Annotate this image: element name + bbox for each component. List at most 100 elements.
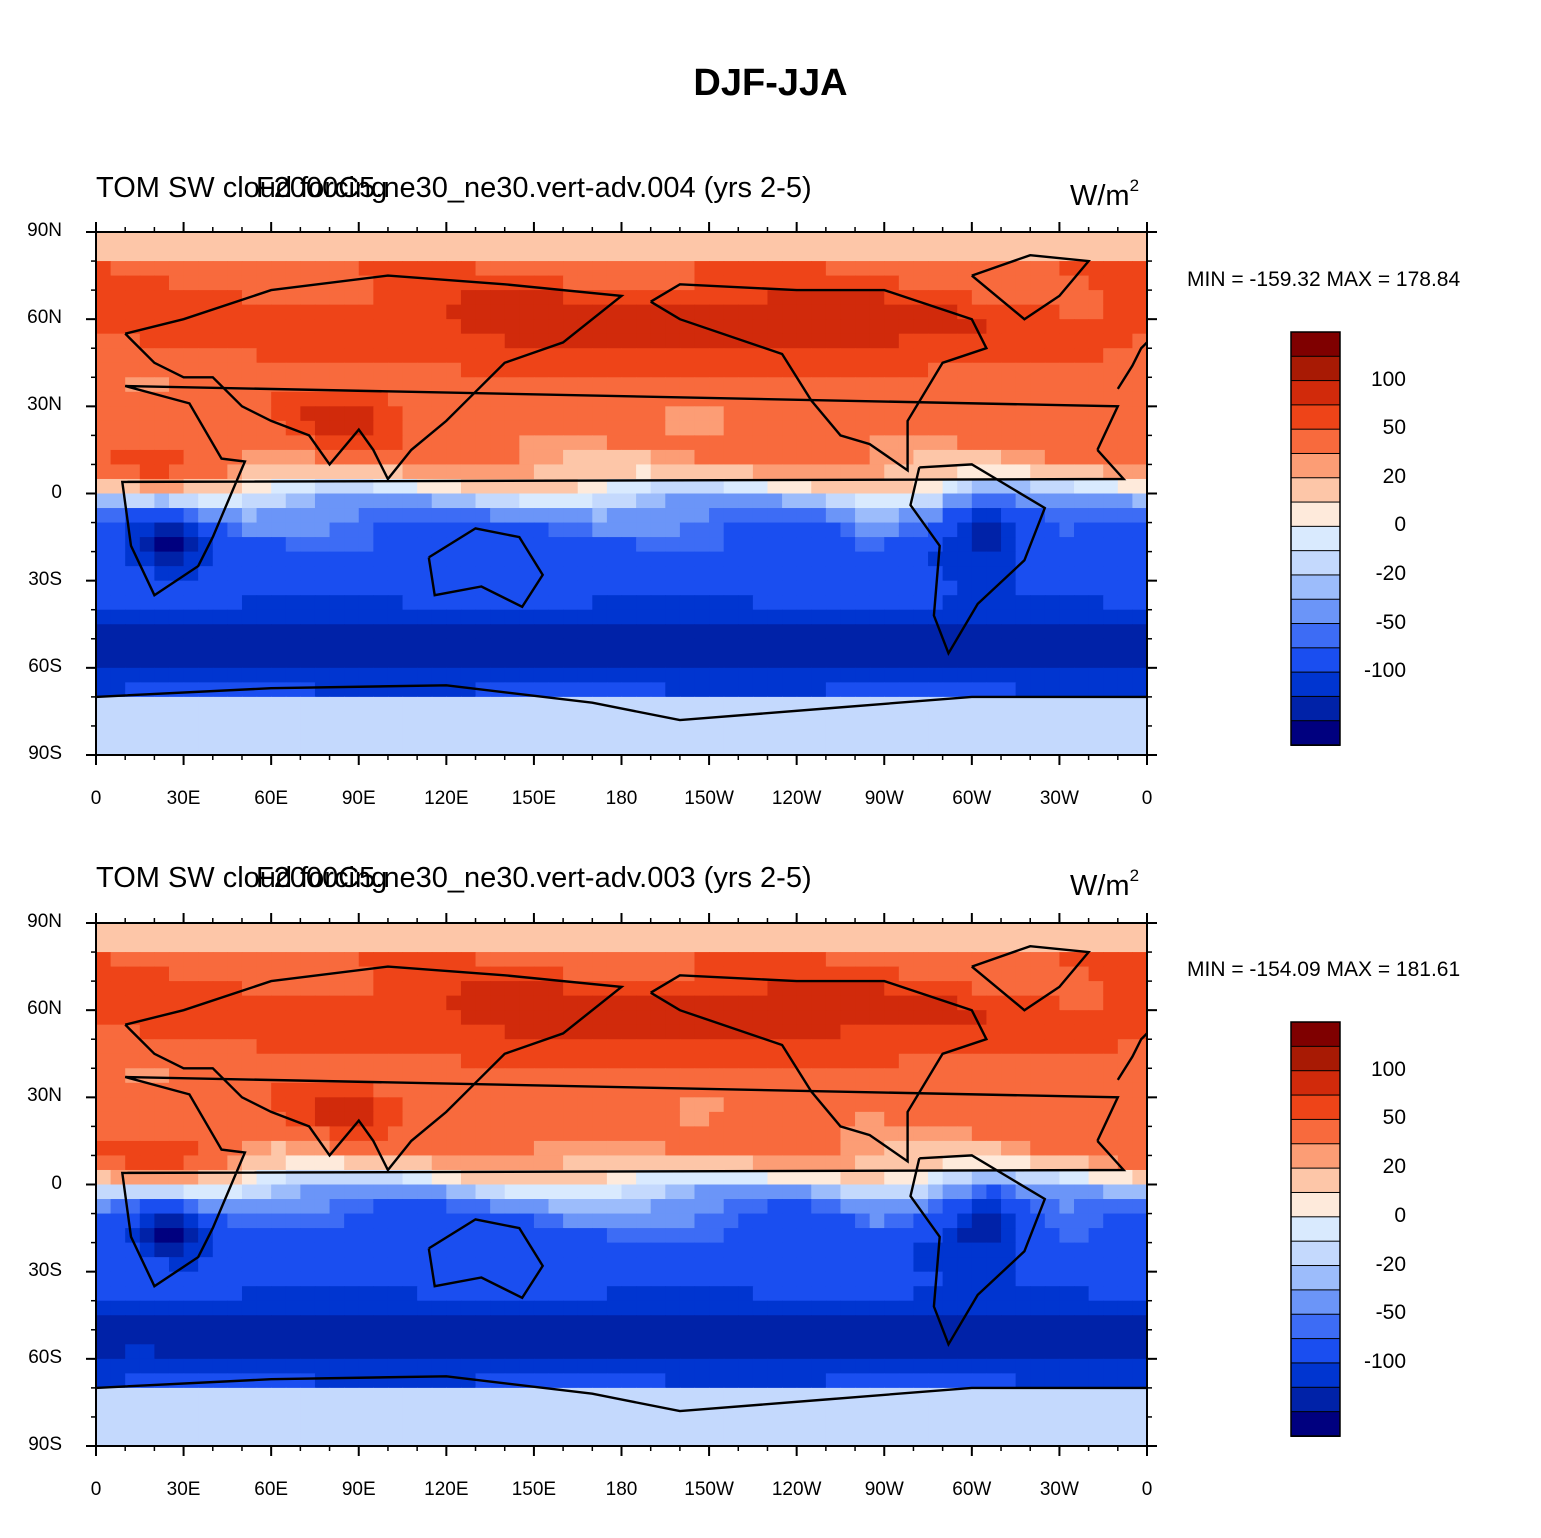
heatmap-cell	[460, 1111, 477, 1127]
heatmap-cell	[446, 1199, 462, 1215]
colorbar-swatch	[1290, 477, 1341, 504]
heatmap-cell	[898, 478, 915, 495]
heatmap-cell	[577, 667, 593, 683]
heatmap-cell	[212, 435, 228, 451]
heatmap-cell	[1044, 1300, 1061, 1316]
heatmap-cell	[519, 1199, 535, 1215]
heatmap-cell	[928, 275, 944, 291]
heatmap-cell	[519, 449, 535, 466]
heatmap-cell	[373, 1169, 389, 1186]
heatmap-cell	[1117, 696, 1134, 713]
heatmap-cell	[957, 696, 973, 713]
heatmap-cell	[1015, 1039, 1031, 1055]
heatmap-cell	[1001, 435, 1017, 451]
heatmap-cell	[840, 667, 856, 683]
heatmap-cell	[460, 1199, 477, 1215]
heatmap-cell	[1088, 391, 1104, 407]
heatmap-cell	[577, 952, 593, 968]
panel-top-units: W/m2	[1070, 176, 1140, 212]
heatmap-cell	[650, 319, 666, 335]
heatmap-cell	[110, 740, 126, 756]
heatmap-cell	[1001, 348, 1017, 364]
heatmap-cell	[679, 580, 696, 596]
heatmap-cell	[168, 981, 185, 997]
heatmap-cell	[577, 377, 593, 393]
heatmap-cell	[300, 995, 316, 1011]
heatmap-cell	[139, 362, 155, 378]
heatmap-cell	[533, 1329, 550, 1345]
heatmap-cell	[869, 522, 885, 538]
heatmap-cell	[1117, 1257, 1134, 1273]
heatmap-cell	[971, 406, 988, 422]
heatmap-cell	[329, 420, 345, 436]
heatmap-cell	[957, 1140, 973, 1157]
heatmap-cell	[110, 493, 126, 509]
heatmap-cell	[139, 966, 155, 982]
heatmap-cell	[942, 653, 958, 669]
heatmap-cell	[738, 595, 754, 611]
heatmap-cell	[679, 232, 696, 248]
heatmap-cell	[752, 290, 769, 306]
heatmap-cell	[519, 1184, 535, 1200]
heatmap-cell	[271, 1155, 287, 1171]
heatmap-cell	[855, 232, 871, 248]
heatmap-cell	[183, 1024, 199, 1040]
heatmap-cell	[1103, 1228, 1119, 1244]
heatmap-cell	[227, 261, 243, 277]
heatmap-cell	[1044, 1111, 1061, 1127]
heatmap-cell	[971, 653, 988, 669]
heatmap-cell	[1044, 304, 1061, 320]
heatmap-cell	[344, 1155, 360, 1171]
heatmap-cell	[679, 391, 696, 407]
heatmap-cell	[387, 1024, 404, 1040]
heatmap-cell	[1074, 966, 1090, 982]
heatmap-cell	[504, 391, 520, 407]
heatmap-cell	[446, 952, 462, 968]
heatmap-cell	[402, 952, 418, 968]
heatmap-cell	[1059, 290, 1075, 306]
heatmap-cell	[606, 1010, 623, 1026]
heatmap-cell	[139, 537, 155, 553]
heatmap-cell	[971, 1228, 988, 1244]
heatmap-cell	[183, 406, 199, 422]
heatmap-cell	[1001, 1140, 1017, 1157]
heatmap-cell	[913, 435, 929, 451]
heatmap-cell	[285, 711, 301, 727]
heatmap-cell	[490, 290, 506, 306]
heatmap-cell	[1030, 1039, 1046, 1055]
heatmap-cell	[344, 261, 360, 277]
heatmap-cell	[198, 1010, 214, 1026]
heatmap-cell	[490, 952, 506, 968]
heatmap-cell	[139, 1344, 155, 1360]
heatmap-cell	[1088, 1184, 1104, 1200]
heatmap-cell	[884, 1097, 900, 1113]
heatmap-cell	[825, 1039, 842, 1055]
heatmap-cell	[1103, 1184, 1119, 1200]
heatmap-cell	[198, 493, 214, 509]
heatmap-cell	[1030, 1068, 1046, 1084]
heatmap-cell	[869, 1039, 885, 1055]
heatmap-cell	[329, 1126, 345, 1142]
heatmap-cell	[679, 420, 696, 436]
heatmap-cell	[665, 725, 681, 742]
heatmap-cell	[738, 1184, 754, 1200]
heatmap-cell	[96, 595, 112, 611]
heatmap-cell	[767, 537, 783, 553]
heatmap-cell	[183, 740, 199, 756]
heatmap-cell	[446, 1344, 462, 1360]
heatmap-cell	[1015, 1097, 1031, 1113]
heatmap-cell	[300, 1344, 316, 1360]
heatmap-cell	[227, 362, 243, 378]
heatmap-cell	[767, 522, 783, 538]
heatmap-cell	[869, 1199, 885, 1215]
colorbar-swatch	[1290, 550, 1341, 576]
heatmap-cell	[139, 740, 155, 756]
heatmap-cell	[1088, 551, 1104, 567]
heatmap-cell	[314, 1300, 331, 1316]
heatmap-cell	[1059, 362, 1075, 378]
heatmap-cell	[387, 682, 404, 698]
heatmap-cell	[256, 304, 272, 320]
heatmap-cell	[1059, 1300, 1075, 1316]
heatmap-cell	[1015, 1329, 1031, 1345]
heatmap-cell	[227, 1358, 243, 1374]
